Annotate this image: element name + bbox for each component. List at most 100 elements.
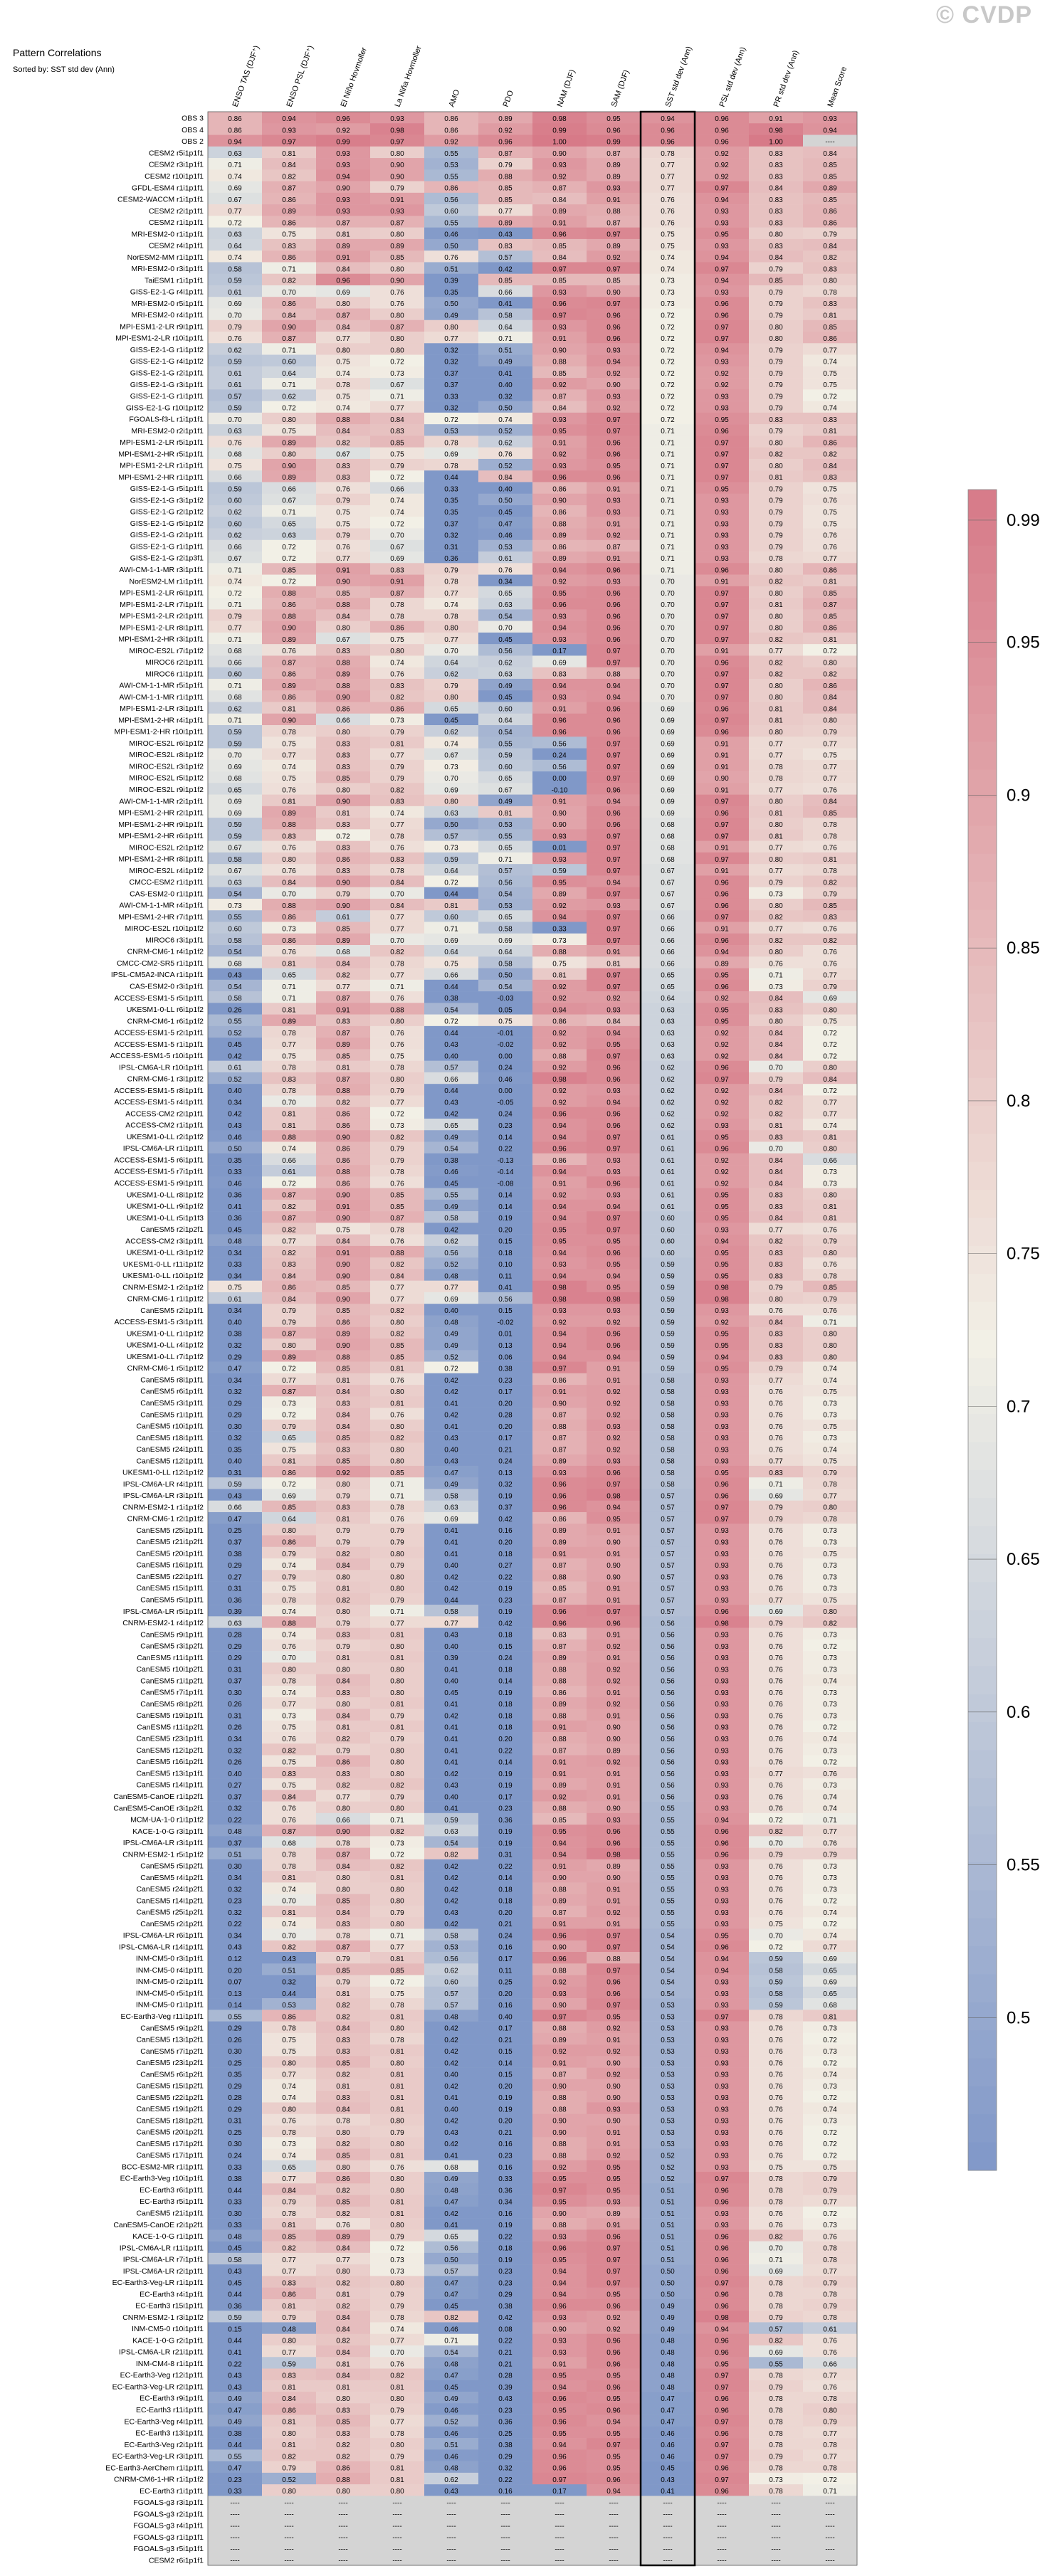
cell-value: 0.85 [390,254,404,262]
cell-value: 0.84 [769,1041,783,1049]
cell-value: 0.14 [498,1678,513,1686]
cell-value: 0.87 [552,1562,567,1570]
cell-value: 0.48 [228,2233,242,2241]
row-label: IPSL-CM6A-LR r7i1p1f1 [123,2256,204,2264]
cell-value: 0.69 [444,937,458,945]
cell-value: 0.84 [769,1215,783,1223]
cell-value: 0.83 [282,243,296,250]
row-label: EC-Earth3-Veg-LR r2i1p1f1 [112,2382,204,2391]
cell-value: 0.76 [769,1736,783,1743]
cell-value: 0.96 [552,729,567,737]
cell-value: 0.67 [228,196,242,204]
row-label: GISS-E2-1-G r1i1p1f1 [130,542,204,551]
cell-value: 0.46 [498,532,513,540]
cell-value: 0.64 [444,659,458,667]
cell-value: 0.84 [823,1076,837,1084]
cell-value: 0.76 [823,2349,837,2357]
cell-value: 0.70 [661,648,675,655]
row-label: MPI-ESM1-2-LR r10i1p1f1 [115,334,204,343]
cell-value: 0.83 [282,1076,296,1084]
cell-value: 0.96 [606,2384,621,2392]
cell-value: 0.79 [769,1504,783,1512]
cell-value: 0.85 [823,902,837,910]
cell-value: 0.93 [715,497,729,505]
cell-value: 0.60 [498,764,513,771]
cell-value: 0.87 [282,1388,296,1396]
cell-value: 0.96 [552,1481,567,1489]
cell-value: 0.96 [606,1065,621,1072]
cell-value: 0.94 [606,1030,621,1038]
cell-value: 0.92 [498,127,513,134]
cell-value: 0.30 [228,2140,242,2148]
cell-value: 0.55 [661,1874,675,1882]
cell-value: 0.95 [606,463,621,470]
column-header: ENSO PSL (DJF⁺) [285,44,315,108]
cell-value: 0.85 [823,613,837,621]
cell-value: 0.94 [715,1955,729,1963]
cell-value: 0.66 [444,972,458,980]
cell-value: 0.92 [606,1701,621,1709]
cell-value: 0.81 [390,2384,404,2392]
cell-value: 0.93 [715,1400,729,1408]
cell-value: 0.56 [444,1250,458,1257]
cell-value: 0.95 [715,416,729,424]
cell-value: 0.81 [390,2106,404,2113]
cell-value: 0.97 [715,2384,729,2392]
cell-value: 0.93 [715,1979,729,1987]
cell-value: 0.92 [715,1168,729,1176]
cell-value: 0.80 [282,856,296,864]
cell-value: 0.80 [444,694,458,702]
cell-value: 0.32 [228,1909,242,1917]
cell-value: 0.56 [661,1724,675,1732]
cell-value: 0.80 [823,1192,837,1200]
row-label: MPI-ESM1-2-LR r5i1p1f1 [120,438,204,447]
cell-value: 0.29 [498,2291,513,2299]
cell-value: 0.97 [715,833,729,840]
cell-value: 0.59 [228,740,242,748]
cell-value: 0.78 [769,2291,783,2299]
cell-value: 0.41 [444,1423,458,1431]
cell-value: 0.79 [769,1366,783,1373]
cell-value: 0.93 [715,208,729,216]
cell-value: 0.77 [823,1492,837,1500]
row-label: MIROC-ES2L r9i1p1f2 [129,786,204,794]
cell-value: 0.88 [552,1678,567,1686]
cell-value: 0.83 [769,173,783,181]
cell-value: 0.96 [715,902,729,910]
cell-value: 0.93 [715,2210,729,2218]
cell-value: 0.76 [823,1839,837,1847]
cell-value: 0.50 [228,1146,242,1154]
cell-value: 0.58 [444,1608,458,1616]
cell-value: 0.35 [228,1157,242,1165]
cell-value: 0.76 [769,1307,783,1315]
cell-value: 0.36 [498,1817,513,1825]
cell-value: 0.30 [228,2210,242,2218]
cell-value: 0.82 [282,1250,296,1257]
cell-value: 0.93 [552,833,567,840]
row-label: CanESM5 r23i1p2f1 [136,2059,204,2067]
cell-value: 0.41 [444,1400,458,1408]
cell-value: 0.88 [282,613,296,621]
cell-value: 0.76 [390,1516,404,1524]
cell-value: 0.71 [661,544,675,551]
cell-value: 0.56 [661,1759,675,1767]
cell-value: 0.92 [336,1469,350,1477]
cell-value: 0.86 [336,705,350,713]
cell-value: 0.22 [498,1863,513,1871]
cell-value: 0.77 [769,786,783,794]
cell-value: 0.61 [282,1168,296,1176]
cell-value: 0.59 [228,359,242,366]
cell-value: 0.85 [282,1504,296,1512]
cell-value: 0.87 [282,1331,296,1339]
cell-value: 0.93 [715,1597,729,1605]
cell-value: 0.84 [282,2395,296,2403]
cell-value: 0.77 [282,2268,296,2276]
cell-value: 0.91 [552,1388,567,1396]
cell-value: 0.92 [552,1793,567,1801]
cell-value: 0.89 [282,682,296,690]
cell-value: 0.78 [823,1481,837,1489]
cell-value: 0.62 [498,439,513,447]
cell-value: 0.43 [444,1909,458,1917]
row-label: EC-Earth3-Veg r12i1p1f1 [120,2371,204,2380]
cell-value: 0.91 [552,1770,567,1778]
